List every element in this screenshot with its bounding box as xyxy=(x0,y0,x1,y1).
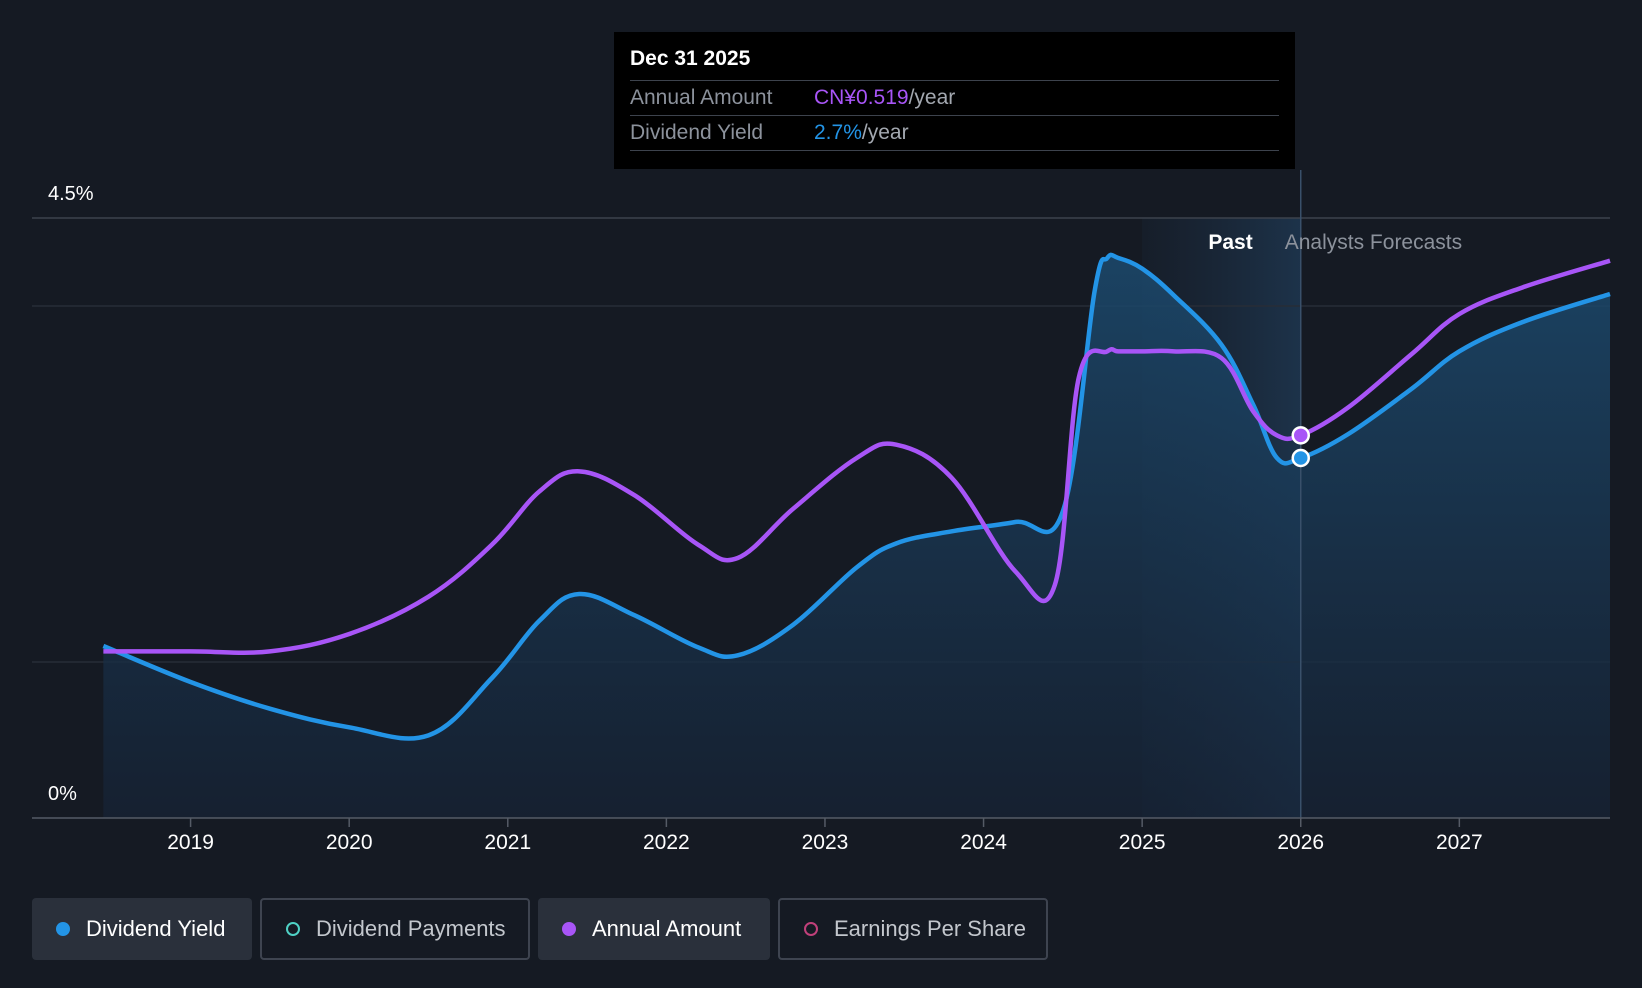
legend-annual-amount-dot xyxy=(562,922,576,936)
tooltip-yield-unit: /year xyxy=(861,121,909,144)
tooltip-yield-value: 2.7% xyxy=(814,121,862,144)
dividend-yield-point xyxy=(1291,448,1310,468)
x-tick-label: 2026 xyxy=(1277,831,1325,854)
x-tick-label: 2021 xyxy=(484,831,532,854)
legend-dividend-payments[interactable]: Dividend Payments xyxy=(260,898,530,960)
tooltip-row-amount: Annual Amount CN¥0.519 /year xyxy=(630,81,1279,116)
tooltip-row-yield: Dividend Yield 2.7% /year xyxy=(630,116,1279,151)
tooltip-yield-label: Dividend Yield xyxy=(630,121,764,144)
y-label-max: 4.5% xyxy=(48,183,94,205)
y-label-min: 0% xyxy=(48,783,77,805)
x-tick-label: 2023 xyxy=(801,831,849,854)
legend-earnings-per-share[interactable]: Earnings Per Share xyxy=(778,898,1048,960)
x-tick-label: 2020 xyxy=(325,831,373,854)
tooltip-date: Dec 31 2025 xyxy=(630,44,1279,81)
legend-dividend-yield-dot xyxy=(56,922,70,936)
forecast-label: Analysts Forecasts xyxy=(1285,231,1462,254)
x-tick-label: 2022 xyxy=(643,831,690,854)
legend-annual-amount-label: Annual Amount xyxy=(592,916,742,941)
tooltip-amount-unit: /year xyxy=(908,86,956,109)
legend-earnings-per-share-dot xyxy=(804,922,818,936)
past-label: Past xyxy=(1208,231,1252,254)
tooltip-amount-label: Annual Amount xyxy=(630,86,773,109)
legend-dividend-payments-label: Dividend Payments xyxy=(316,916,506,941)
legend-dividend-yield[interactable]: Dividend Yield xyxy=(32,898,252,960)
x-tick-label: 2027 xyxy=(1435,831,1483,854)
legend-dividend-yield-label: Dividend Yield xyxy=(86,916,226,941)
tooltip: Dec 31 2025 Annual Amount CN¥0.519 /year… xyxy=(614,32,1295,169)
x-tick-label: 2025 xyxy=(1118,831,1166,854)
x-tick-label: 2024 xyxy=(960,831,1007,854)
x-tick-label: 2019 xyxy=(167,831,214,854)
legend-dividend-payments-dot xyxy=(286,922,300,936)
dividend-yield-area xyxy=(103,254,1611,818)
legend-annual-amount[interactable]: Annual Amount xyxy=(538,898,770,960)
legend-earnings-per-share-label: Earnings Per Share xyxy=(834,916,1026,941)
annual-amount-point xyxy=(1291,426,1310,445)
tooltip-amount-value: CN¥0.519 xyxy=(814,86,909,109)
